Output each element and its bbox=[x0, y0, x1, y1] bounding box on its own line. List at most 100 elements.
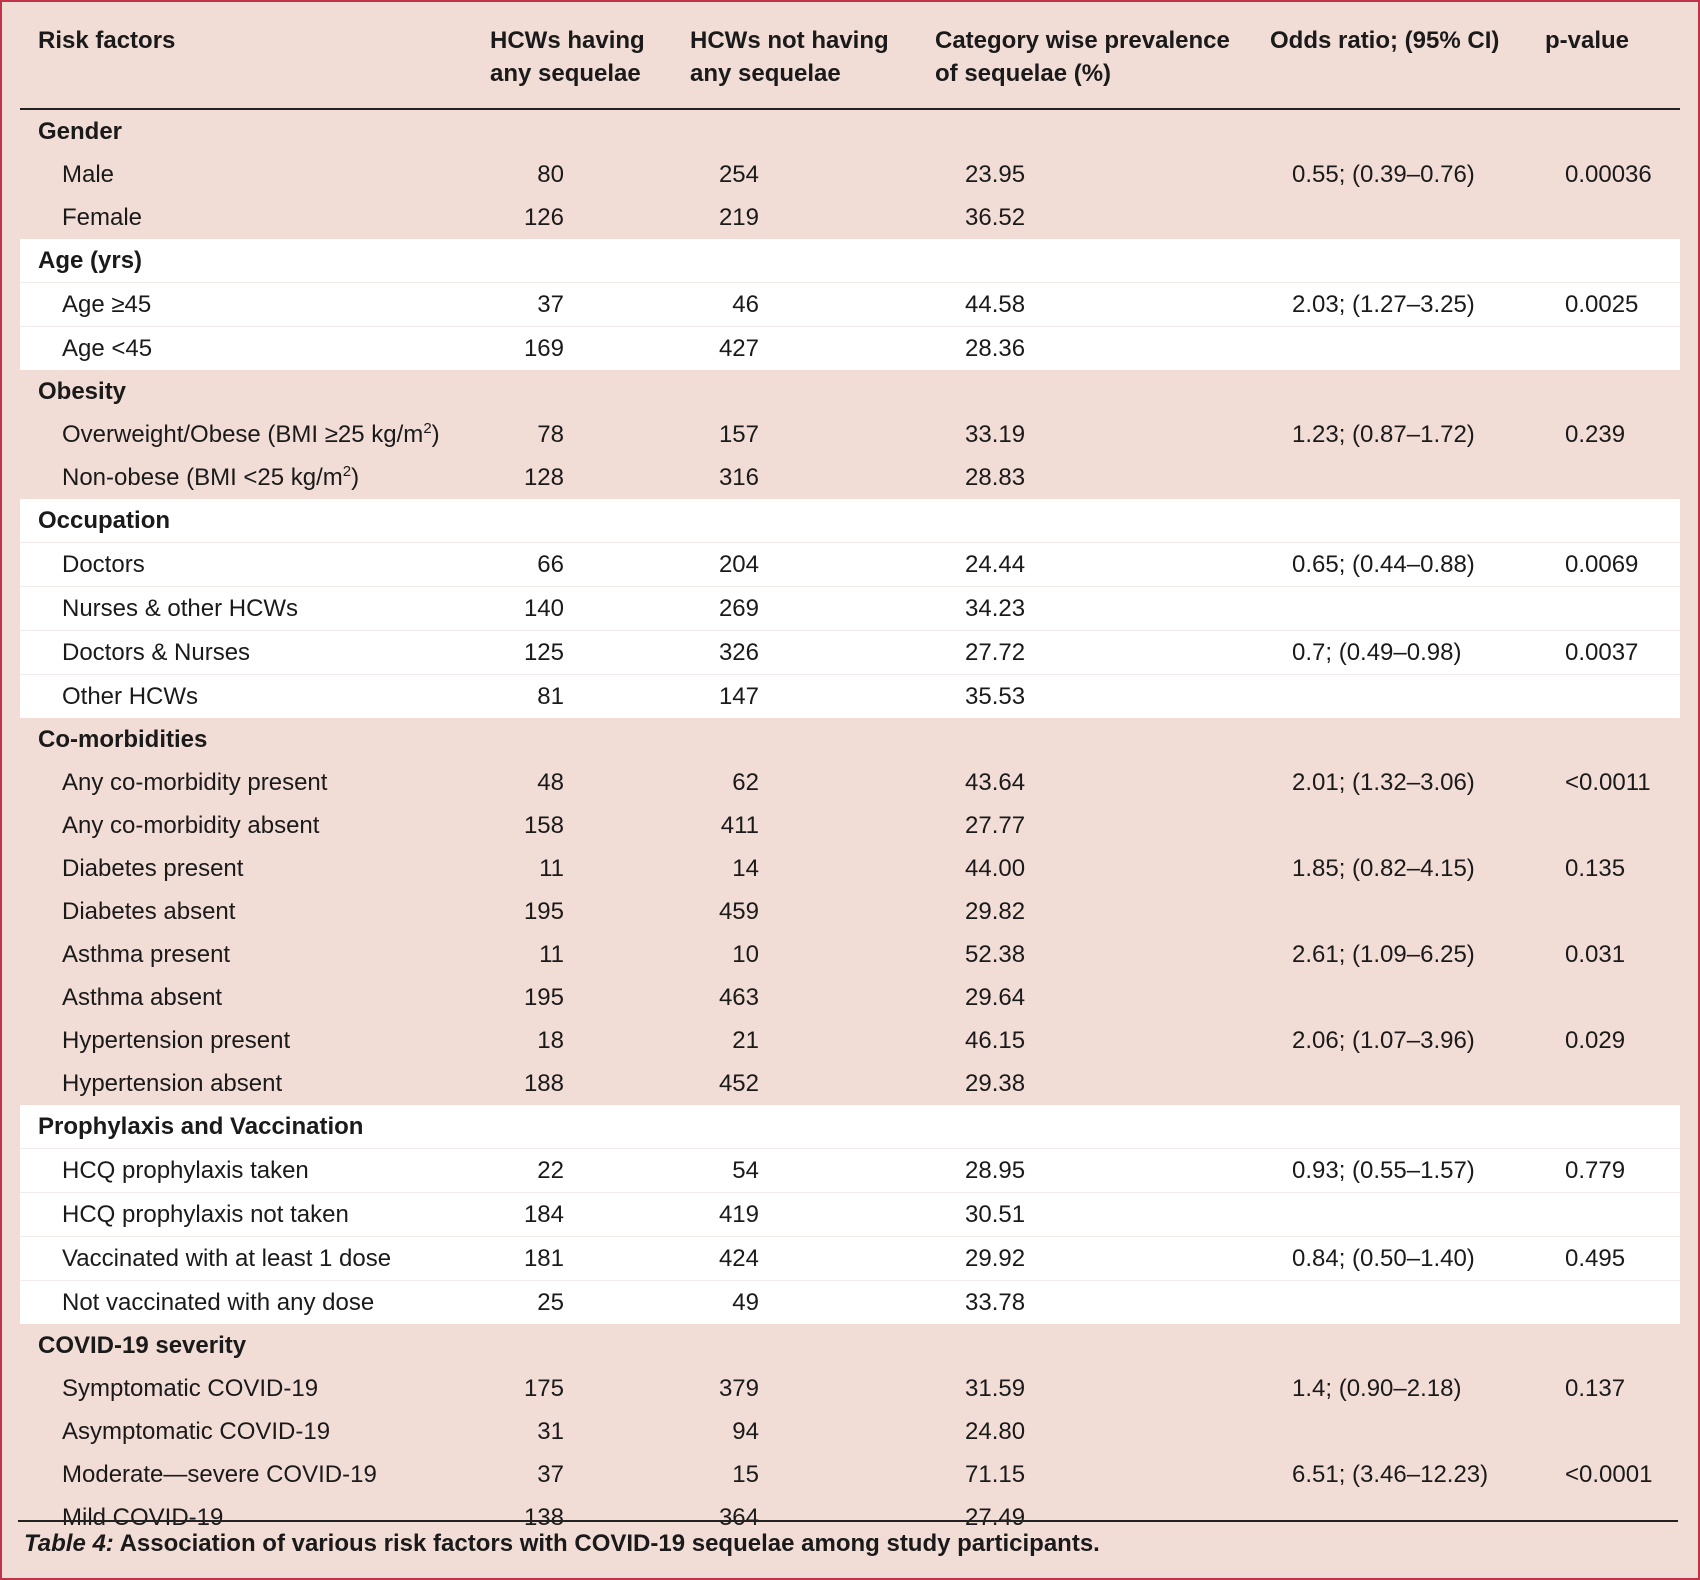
not-having-sequelae-count: 364 bbox=[690, 1496, 935, 1539]
risk-factor-label: Hypertension absent bbox=[20, 1062, 490, 1105]
empty-cell bbox=[490, 1105, 690, 1149]
odds-ratio-value: 1.4; (0.90–2.18) bbox=[1270, 1367, 1545, 1410]
empty-cell bbox=[490, 1324, 690, 1367]
having-sequelae-count: 125 bbox=[490, 630, 690, 675]
table-row: Doctors 66 204 24.44 0.65; (0.44–0.88) 0.0069 bbox=[20, 542, 1680, 587]
risk-factor-text: Asymptomatic COVID-19 bbox=[62, 1418, 331, 1445]
risk-factor-label: Not vaccinated with any dose bbox=[20, 1280, 490, 1324]
risk-factor-label: Asymptomatic COVID-19 bbox=[20, 1410, 490, 1453]
risk-factor-label: HCQ prophylaxis not taken bbox=[20, 1192, 490, 1237]
table-row: Age <45 169 427 28.36 bbox=[20, 326, 1680, 370]
risk-factor-text: Not vaccinated with any dose bbox=[62, 1289, 375, 1316]
not-having-sequelae-count: 157 bbox=[690, 413, 935, 456]
risk-factor-label: Any co-morbidity present bbox=[20, 761, 490, 804]
prevalence-value: 44.58 bbox=[935, 282, 1270, 327]
p-value: 0.239 bbox=[1545, 413, 1680, 456]
caption-divider bbox=[18, 1520, 1678, 1522]
risk-factor-text: Symptomatic COVID-19 bbox=[62, 1375, 319, 1402]
empty-cell bbox=[490, 109, 690, 153]
table-row: Hypertension absent 188 452 29.38 bbox=[20, 1062, 1680, 1105]
risk-factor-label: Mild COVID-19 bbox=[20, 1496, 490, 1539]
p-value bbox=[1545, 196, 1680, 239]
odds-ratio-value: 0.93; (0.55–1.57) bbox=[1270, 1148, 1545, 1193]
p-value: 0.0025 bbox=[1545, 282, 1680, 327]
odds-ratio-value bbox=[1270, 586, 1545, 631]
having-sequelae-count: 175 bbox=[490, 1367, 690, 1410]
header-p-text: p-value bbox=[1545, 27, 1630, 54]
empty-cell bbox=[1270, 1105, 1545, 1149]
having-sequelae-count: 31 bbox=[490, 1410, 690, 1453]
prevalence-value: 28.36 bbox=[935, 326, 1270, 370]
having-sequelae-count: 169 bbox=[490, 326, 690, 370]
having-sequelae-count: 195 bbox=[490, 976, 690, 1019]
table-row: Doctors & Nurses 125 326 27.72 0.7; (0.49–0.… bbox=[20, 630, 1680, 675]
label-suffix: ) bbox=[351, 464, 360, 491]
table-row: Not vaccinated with any dose 25 49 33.78 bbox=[20, 1280, 1680, 1324]
prevalence-value: 29.64 bbox=[935, 976, 1270, 1019]
p-value: <0.0011 bbox=[1545, 761, 1680, 804]
empty-cell bbox=[935, 1105, 1270, 1149]
odds-ratio-value bbox=[1270, 674, 1545, 718]
having-sequelae-count: 158 bbox=[490, 804, 690, 847]
not-having-sequelae-count: 94 bbox=[690, 1410, 935, 1453]
having-sequelae-count: 184 bbox=[490, 1192, 690, 1237]
empty-cell bbox=[690, 1105, 935, 1149]
risk-factor-text: Overweight/Obese (BMI ≥25 kg/m bbox=[62, 421, 424, 448]
odds-ratio-value bbox=[1270, 1280, 1545, 1324]
risk-factor-label: Doctors bbox=[20, 542, 490, 587]
prevalence-value: 29.82 bbox=[935, 890, 1270, 933]
risk-factor-label: HCQ prophylaxis taken bbox=[20, 1148, 490, 1193]
not-having-sequelae-count: 427 bbox=[690, 326, 935, 370]
section-occupation: Occupation Doctors 66 204 24.44 0.65; (0.44–0… bbox=[20, 499, 1680, 718]
table-row: Symptomatic COVID-19 175 379 31.59 1.4; (0.9… bbox=[20, 1367, 1680, 1410]
p-value bbox=[1545, 1280, 1680, 1324]
not-having-sequelae-count: 419 bbox=[690, 1192, 935, 1237]
risk-factor-text: Non-obese (BMI <25 kg/m bbox=[62, 464, 343, 491]
having-sequelae-count: 181 bbox=[490, 1236, 690, 1281]
section-header-row: Prophylaxis and Vaccination bbox=[20, 1105, 1680, 1149]
empty-cell bbox=[690, 370, 935, 413]
prevalence-value: 31.59 bbox=[935, 1367, 1270, 1410]
table-row: Any co-morbidity present 48 62 43.64 2.01; (… bbox=[20, 761, 1680, 804]
having-sequelae-count: 11 bbox=[490, 847, 690, 890]
header-p-value: p-value bbox=[1545, 14, 1680, 110]
prevalence-value: 29.38 bbox=[935, 1062, 1270, 1105]
header-risk-factors: Risk factors bbox=[20, 14, 490, 110]
header-prevalence-line2: of sequelae (%) bbox=[935, 60, 1112, 87]
section-title: Occupation bbox=[20, 499, 490, 543]
having-sequelae-count: 37 bbox=[490, 282, 690, 327]
p-value: 0.135 bbox=[1545, 847, 1680, 890]
odds-ratio-value bbox=[1270, 1410, 1545, 1453]
risk-factor-label: Age <45 bbox=[20, 326, 490, 370]
risk-factor-label: Overweight/Obese (BMI ≥25 kg/m2) bbox=[20, 413, 490, 456]
odds-ratio-value bbox=[1270, 1062, 1545, 1105]
section-title: COVID-19 severity bbox=[20, 1324, 490, 1367]
header-not-having-line1: HCWs not having bbox=[690, 27, 889, 54]
section-header-row: Age (yrs) bbox=[20, 239, 1680, 283]
risk-factor-text: Any co-morbidity present bbox=[62, 769, 328, 796]
risk-factor-label: Diabetes absent bbox=[20, 890, 490, 933]
section-prophylaxis-and-vaccination: Prophylaxis and Vaccination HCQ prophylax… bbox=[20, 1105, 1680, 1324]
empty-cell bbox=[935, 109, 1270, 153]
risk-factor-text: Female bbox=[62, 204, 143, 231]
p-value: 0.0037 bbox=[1545, 630, 1680, 675]
odds-ratio-value: 0.7; (0.49–0.98) bbox=[1270, 630, 1545, 675]
header-prevalence-line1: Category wise prevalence bbox=[935, 27, 1230, 54]
empty-cell bbox=[1545, 1105, 1680, 1149]
risk-factor-text: Moderate—severe COVID-19 bbox=[62, 1461, 377, 1488]
caption-text: Association of various risk factors with… bbox=[113, 1530, 1100, 1557]
odds-ratio-value: 6.51; (3.46–12.23) bbox=[1270, 1453, 1545, 1496]
odds-ratio-value bbox=[1270, 1496, 1545, 1539]
having-sequelae-count: 80 bbox=[490, 153, 690, 196]
empty-cell bbox=[935, 370, 1270, 413]
risk-factor-text: Male bbox=[62, 161, 115, 188]
empty-cell bbox=[935, 499, 1270, 543]
not-having-sequelae-count: 49 bbox=[690, 1280, 935, 1324]
having-sequelae-count: 188 bbox=[490, 1062, 690, 1105]
p-value: 0.031 bbox=[1545, 933, 1680, 976]
not-having-sequelae-count: 147 bbox=[690, 674, 935, 718]
not-having-sequelae-count: 219 bbox=[690, 196, 935, 239]
odds-ratio-value: 2.06; (1.07–3.96) bbox=[1270, 1019, 1545, 1062]
table-row: Asymptomatic COVID-19 31 94 24.80 bbox=[20, 1410, 1680, 1453]
